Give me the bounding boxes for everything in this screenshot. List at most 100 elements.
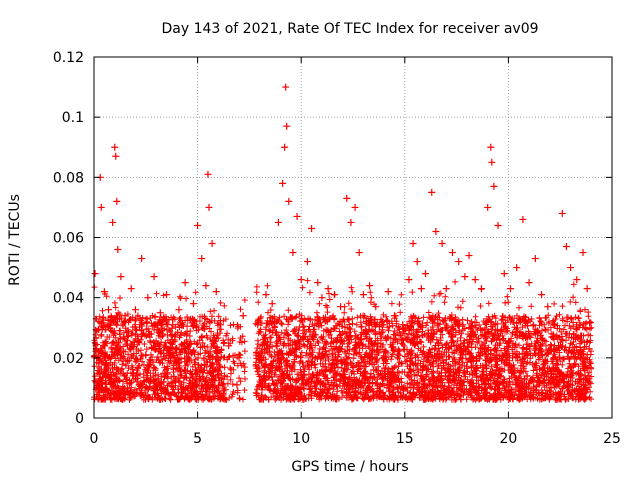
data-point: [422, 270, 430, 278]
data-point: [509, 354, 517, 362]
data-point: [390, 312, 398, 320]
data-point: [111, 143, 119, 151]
data-point: [571, 360, 579, 368]
data-point: [370, 366, 378, 374]
data-point: [318, 294, 326, 302]
data-point: [548, 366, 556, 374]
data-point: [235, 354, 243, 362]
data-point: [167, 357, 175, 365]
y-tick-label: 0.04: [53, 291, 84, 307]
data-point: [419, 363, 427, 371]
data-point: [163, 291, 171, 299]
x-tick-label: 10: [292, 431, 310, 447]
data-point: [285, 197, 293, 205]
data-point: [181, 279, 189, 287]
data-point: [351, 203, 359, 211]
data-point: [523, 372, 531, 380]
data-point: [573, 276, 581, 284]
data-point: [205, 203, 213, 211]
data-point: [169, 321, 177, 329]
data-point: [544, 303, 552, 311]
data-point: [438, 240, 446, 248]
data-point: [194, 221, 202, 229]
data-point: [399, 321, 407, 329]
data-point: [477, 285, 485, 293]
data-point: [117, 273, 125, 281]
data-point: [432, 227, 440, 235]
y-tick-label: 0: [75, 411, 84, 427]
data-point: [407, 348, 415, 356]
data-point: [341, 360, 349, 368]
data-point: [282, 83, 290, 91]
data-point: [465, 252, 473, 260]
y-axis-label: ROTI / TECUs: [7, 194, 23, 286]
data-point: [413, 258, 421, 266]
data-point: [115, 339, 123, 347]
data-point: [112, 152, 120, 160]
data-point: [459, 351, 467, 359]
data-point: [535, 345, 543, 353]
data-point: [109, 218, 117, 226]
data-point: [347, 218, 355, 226]
data-point: [114, 246, 122, 254]
data-point: [94, 348, 102, 356]
data-point: [297, 276, 305, 284]
data-point: [567, 264, 575, 272]
data-point: [208, 240, 216, 248]
data-point: [301, 333, 309, 341]
data-point: [558, 209, 566, 217]
x-axis-label: GPS time / hours: [291, 459, 408, 475]
data-point: [308, 224, 316, 232]
data-point: [221, 372, 229, 380]
data-point: [150, 273, 158, 281]
data-point: [490, 182, 498, 190]
data-point: [378, 321, 386, 329]
data-point: [471, 276, 479, 284]
data-point: [314, 279, 322, 287]
data-point: [324, 285, 332, 293]
data-point: [97, 203, 105, 211]
data-point: [303, 258, 311, 266]
data-point: [581, 372, 589, 380]
data-point: [583, 285, 591, 293]
data-point: [175, 306, 183, 314]
data-point: [513, 264, 521, 272]
data-point: [192, 366, 200, 374]
data-point: [212, 288, 220, 296]
data-point: [484, 203, 492, 211]
data-point: [448, 249, 456, 257]
data-point: [204, 170, 212, 178]
data-point: [500, 270, 508, 278]
data-point: [131, 306, 139, 314]
data-point: [337, 303, 345, 311]
data-point: [262, 291, 270, 299]
x-tick-label: 15: [396, 431, 414, 447]
data-point: [102, 360, 110, 368]
data-point: [127, 285, 135, 293]
data-point: [366, 282, 374, 290]
data-point: [206, 348, 214, 356]
data-point: [328, 351, 336, 359]
data-point: [506, 285, 514, 293]
data-point: [359, 291, 367, 299]
data-point: [189, 300, 197, 308]
data-point: [455, 258, 463, 266]
data-point: [395, 375, 403, 383]
data-point: [121, 312, 129, 320]
data-point: [494, 221, 502, 229]
data-point: [179, 342, 187, 350]
data-point: [428, 188, 436, 196]
data-point: [202, 282, 210, 290]
data-point: [330, 291, 338, 299]
data-point: [384, 288, 392, 296]
data-point: [129, 369, 137, 377]
data-point: [579, 249, 587, 257]
data-point: [258, 357, 266, 365]
data-point: [254, 321, 262, 329]
data-point: [488, 158, 496, 166]
data-points: [91, 83, 593, 389]
data-point: [225, 342, 233, 350]
data-point: [198, 255, 206, 263]
data-point: [156, 309, 164, 317]
